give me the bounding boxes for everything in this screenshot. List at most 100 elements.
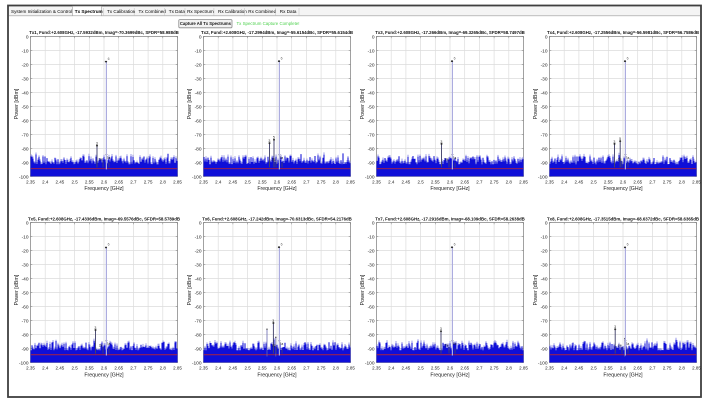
svg-text:2.8: 2.8 xyxy=(333,366,340,371)
svg-text:2.35: 2.35 xyxy=(545,366,554,371)
svg-text:2.65: 2.65 xyxy=(633,366,642,371)
svg-text:0: 0 xyxy=(372,220,375,226)
svg-text:Tx Combined: Tx Combined xyxy=(139,9,167,14)
svg-text:2.8: 2.8 xyxy=(679,366,686,371)
svg-text:Frequency [GHz]: Frequency [GHz] xyxy=(430,372,470,378)
svg-text:2.55: 2.55 xyxy=(431,180,440,185)
svg-text:2.45: 2.45 xyxy=(229,366,238,371)
svg-text:2.65: 2.65 xyxy=(460,180,469,185)
svg-text:-90: -90 xyxy=(22,346,29,352)
svg-text:2.65: 2.65 xyxy=(460,366,469,371)
svg-text:2.4: 2.4 xyxy=(561,366,568,371)
svg-text:-50: -50 xyxy=(22,290,29,296)
svg-text:Rx Combined: Rx Combined xyxy=(248,9,276,14)
svg-text:2.75: 2.75 xyxy=(144,366,153,371)
svg-text:2e: 2e xyxy=(99,157,103,161)
svg-text:2.55: 2.55 xyxy=(258,180,267,185)
svg-text:Power [dBm]: Power [dBm] xyxy=(187,88,193,119)
svg-text:-20: -20 xyxy=(541,248,548,254)
svg-text:0: 0 xyxy=(545,220,548,226)
svg-text:-60: -60 xyxy=(195,304,202,310)
svg-text:2.75: 2.75 xyxy=(317,366,326,371)
svg-text:2.55: 2.55 xyxy=(85,180,94,185)
svg-text:-50: -50 xyxy=(541,290,548,296)
svg-text:2e: 2e xyxy=(272,157,276,161)
svg-text:2.65: 2.65 xyxy=(114,366,123,371)
svg-text:2.6: 2.6 xyxy=(620,180,627,185)
svg-text:-70: -70 xyxy=(368,132,375,138)
svg-text:-90: -90 xyxy=(541,346,548,352)
svg-text:2.6: 2.6 xyxy=(101,180,108,185)
svg-text:3: 3 xyxy=(440,140,442,144)
svg-text:-80: -80 xyxy=(195,146,202,152)
svg-text:2.55: 2.55 xyxy=(604,180,613,185)
svg-text:-40: -40 xyxy=(368,90,375,96)
svg-text:0: 0 xyxy=(26,220,29,226)
svg-text:2.85: 2.85 xyxy=(692,366,701,371)
svg-text:7a: 7a xyxy=(106,156,110,160)
svg-text:-70: -70 xyxy=(195,318,202,324)
svg-text:7a: 7a xyxy=(279,156,283,160)
svg-text:Tx Data: Tx Data xyxy=(169,9,186,14)
svg-text:-30: -30 xyxy=(195,76,202,82)
svg-text:0: 0 xyxy=(26,34,29,40)
svg-text:-70: -70 xyxy=(195,132,202,138)
svg-text:-40: -40 xyxy=(541,276,548,282)
svg-text:Tx2, Fund:+2.608GHz, -17.2994d: Tx2, Fund:+2.608GHz, -17.2994dBm, Imag=-… xyxy=(201,30,353,35)
svg-text:6: 6 xyxy=(281,242,283,246)
svg-text:3: 3 xyxy=(96,142,98,146)
svg-text:-50: -50 xyxy=(541,104,548,110)
svg-text:-50: -50 xyxy=(368,104,375,110)
svg-text:2.4: 2.4 xyxy=(42,366,49,371)
svg-text:-100: -100 xyxy=(19,360,29,366)
svg-text:Frequency [GHz]: Frequency [GHz] xyxy=(603,372,643,378)
svg-text:6: 6 xyxy=(108,243,110,247)
svg-text:2.85: 2.85 xyxy=(173,180,182,185)
svg-text:5: 5 xyxy=(619,137,621,141)
svg-text:3: 3 xyxy=(613,140,615,144)
svg-text:2.5: 2.5 xyxy=(417,366,424,371)
svg-text:-100: -100 xyxy=(538,360,548,366)
svg-text:2.85: 2.85 xyxy=(519,366,528,371)
svg-text:7a: 7a xyxy=(625,342,629,346)
svg-text:5: 5 xyxy=(273,136,275,140)
svg-text:-80: -80 xyxy=(22,332,29,338)
svg-text:Tx7, Fund:+2.608GHz, -17.2916d: Tx7, Fund:+2.608GHz, -17.2916dBm, Imag=-… xyxy=(375,216,525,221)
svg-text:-30: -30 xyxy=(22,76,29,82)
svg-text:2.4: 2.4 xyxy=(561,180,568,185)
svg-text:2e: 2e xyxy=(99,344,103,348)
svg-text:2.7: 2.7 xyxy=(649,180,656,185)
svg-text:2.65: 2.65 xyxy=(114,180,123,185)
svg-text:2.6: 2.6 xyxy=(274,180,281,185)
svg-text:2.85: 2.85 xyxy=(692,180,701,185)
svg-text:2.6: 2.6 xyxy=(101,366,108,371)
svg-text:2.7: 2.7 xyxy=(476,180,483,185)
svg-text:-80: -80 xyxy=(541,146,548,152)
svg-text:2.35: 2.35 xyxy=(26,180,35,185)
svg-text:-100: -100 xyxy=(538,174,548,180)
svg-text:-20: -20 xyxy=(22,248,29,254)
svg-text:Tx Spectrum: Tx Spectrum xyxy=(75,9,103,14)
svg-text:2.5: 2.5 xyxy=(590,180,597,185)
svg-text:-70: -70 xyxy=(22,318,29,324)
svg-text:-60: -60 xyxy=(195,118,202,124)
svg-text:6: 6 xyxy=(454,56,456,60)
svg-text:2.45: 2.45 xyxy=(229,180,238,185)
svg-text:2.6: 2.6 xyxy=(274,366,281,371)
svg-text:3: 3 xyxy=(268,139,270,143)
svg-text:-30: -30 xyxy=(541,262,548,268)
svg-text:-10: -10 xyxy=(22,48,29,54)
svg-text:-40: -40 xyxy=(195,90,202,96)
svg-text:-60: -60 xyxy=(541,118,548,124)
svg-text:2.85: 2.85 xyxy=(519,180,528,185)
svg-text:-10: -10 xyxy=(368,234,375,240)
svg-text:-60: -60 xyxy=(368,304,375,310)
svg-text:-50: -50 xyxy=(22,104,29,110)
svg-text:2.6: 2.6 xyxy=(447,366,454,371)
svg-text:Frequency [GHz]: Frequency [GHz] xyxy=(84,186,124,192)
svg-text:2.4: 2.4 xyxy=(42,180,49,185)
svg-text:3: 3 xyxy=(94,326,96,330)
svg-text:3: 3 xyxy=(614,325,616,329)
svg-text:Tx6, Fund:+2.608GHz, -17.242dB: Tx6, Fund:+2.608GHz, -17.242dBm, Imag=-7… xyxy=(202,216,352,221)
svg-text:2.7: 2.7 xyxy=(130,180,137,185)
